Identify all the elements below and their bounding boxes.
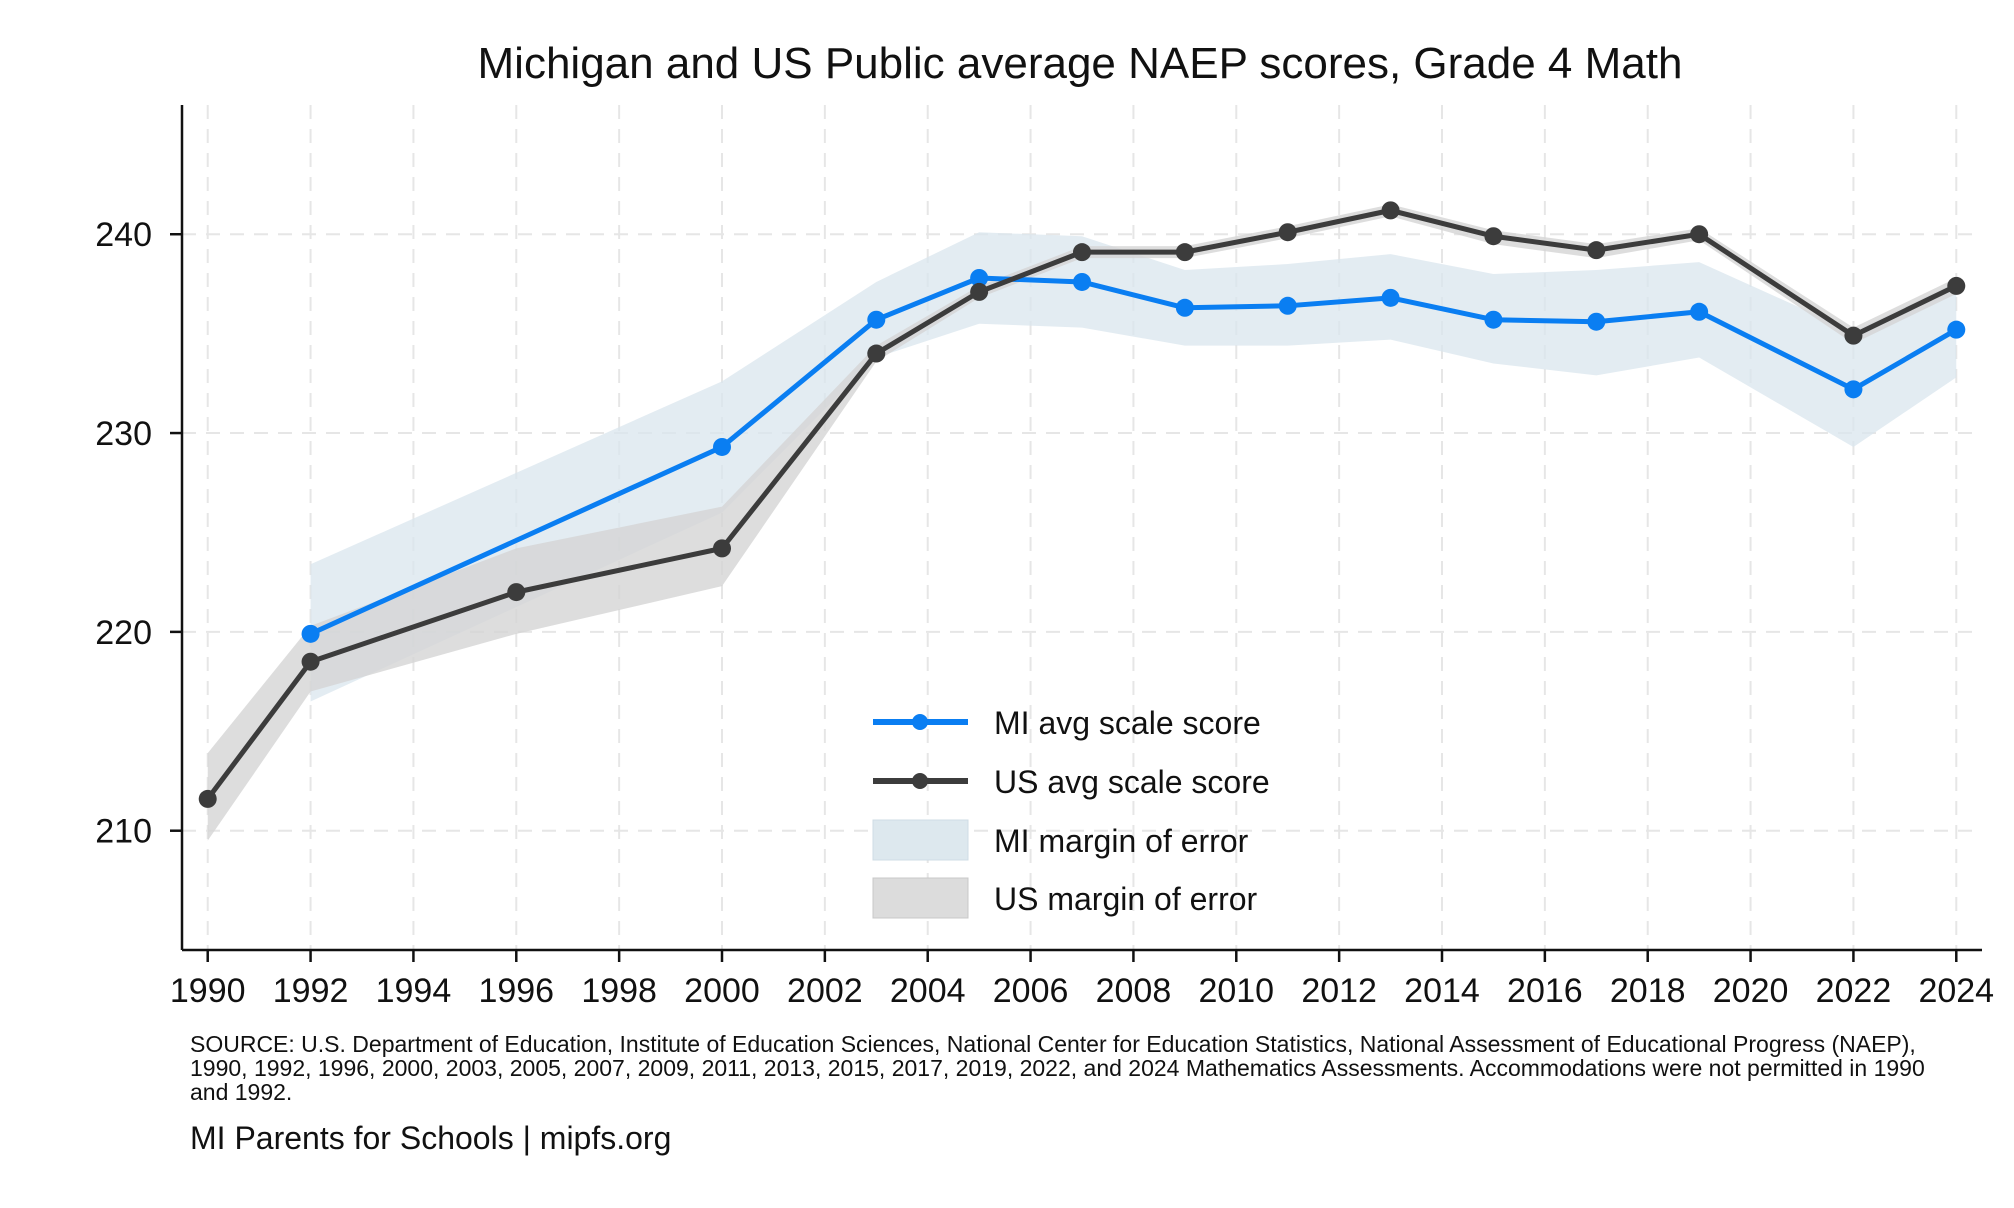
mi-point-2009 [1175,298,1194,317]
x-tick-label-2016: 2016 [1507,972,1583,1010]
mi-point-2019 [1690,302,1709,321]
x-tick-label-2014: 2014 [1404,972,1480,1010]
x-tick-label-2012: 2012 [1301,972,1377,1010]
mi-point-2024 [1947,320,1966,339]
x-tick-label-2018: 2018 [1610,972,1686,1010]
us-point-2022 [1844,326,1863,345]
x-tick-label-2004: 2004 [890,972,966,1010]
legend-mi-line-label: MI avg scale score [994,705,1261,741]
axes: 1990 1992 1994 1996 1998 2000 2002 2004 2006 2008… [95,105,1994,1010]
series-points [198,201,1966,808]
mi-point-1992 [301,624,320,643]
mi-point-2015 [1484,310,1503,329]
legend-mi-band-swatch [872,819,969,861]
x-tick-label-2002: 2002 [787,972,863,1010]
legend-us-band-label: US margin of error [994,881,1258,917]
mi-point-2003 [867,310,886,329]
mi-point-2022 [1844,380,1863,399]
x-tick-label-1992: 1992 [273,972,349,1010]
us-point-2011 [1278,223,1297,242]
legend-us-band-swatch [872,877,969,919]
x-tick-label-2008: 2008 [1096,972,1172,1010]
legend-mi-band-label: MI margin of error [994,823,1249,859]
source-note: SOURCE: U.S. Department of Education, In… [190,1031,1925,1105]
us-point-1996 [507,583,526,602]
us-point-2005 [970,282,989,301]
chart-title: Michigan and US Public average NAEP scor… [478,39,1683,88]
legend-us-marker [912,773,928,789]
us-point-2024 [1947,276,1966,295]
us-point-2013 [1381,201,1400,220]
us-point-2003 [867,344,886,363]
us-point-2015 [1484,227,1503,246]
y-tick-label-210: 210 [95,813,152,851]
us-point-2017 [1587,241,1606,260]
legend: MI avg scale score US avg scale score MI… [872,705,1270,919]
mi-point-2007 [1073,272,1091,291]
mi-point-2013 [1381,288,1400,307]
x-tick-label-2020: 2020 [1713,972,1789,1010]
mi-point-2017 [1587,312,1606,331]
x-tick-label-2010: 2010 [1198,972,1274,1010]
x-tick-label-2000: 2000 [684,972,760,1010]
us-point-2009 [1175,243,1194,262]
us-point-1992 [301,652,320,671]
us-point-2000 [713,539,731,558]
mi-point-2005 [970,268,989,287]
legend-mi-marker [912,714,928,730]
legend-us-line-label: US avg scale score [994,764,1270,800]
credit-line: MI Parents for Schools | mipfs.org [190,1120,672,1156]
x-tick-label-2022: 2022 [1816,972,1892,1010]
us-point-2019 [1690,225,1709,244]
y-tick-label-220: 220 [95,614,152,652]
x-tick-label-2024: 2024 [1918,972,1994,1010]
mi-margin-band [310,232,1957,702]
mi-point-2000 [713,437,731,456]
y-tick-label-230: 230 [95,415,152,453]
mi-point-2011 [1278,296,1297,315]
us-point-1990 [198,789,217,808]
x-tick-label-1990: 1990 [170,972,246,1010]
x-tick-label-1994: 1994 [376,972,452,1010]
us-point-2007 [1073,243,1091,262]
x-tick-label-2006: 2006 [993,972,1069,1010]
x-tick-label-1996: 1996 [478,972,554,1010]
margin-of-error-bands [207,204,1957,841]
y-tick-label-240: 240 [95,216,152,254]
x-tick-label-1998: 1998 [581,972,657,1010]
